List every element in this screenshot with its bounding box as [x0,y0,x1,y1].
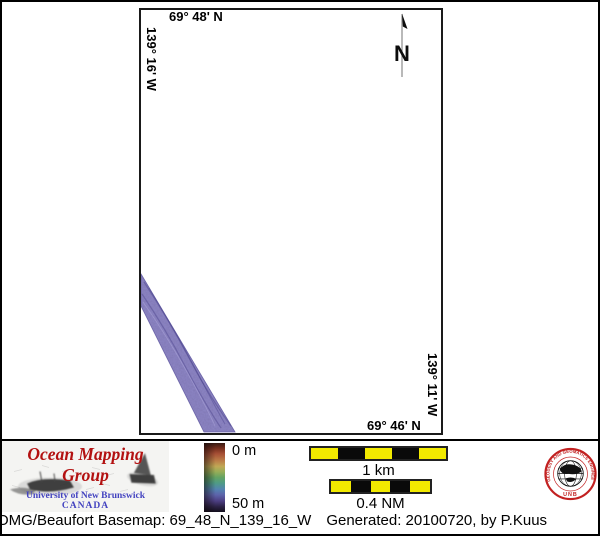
scalebar-nm-label: 0.4 NM [356,495,405,512]
scalebar-segment [338,448,365,459]
caption-generated-text: Generated: 20100720, by P.Kuus [326,512,548,529]
bathymetry-swath [141,273,236,433]
globe-icon [557,460,584,487]
logo-country: CANADA [61,501,110,511]
scalebar-segment [390,481,411,492]
omg-logo: Ocean Mapping Group University of New Br… [2,441,169,512]
scalebar-segment [410,481,430,492]
map-canvas: N [141,13,410,433]
scalebar-segment [370,481,391,492]
unb-geodesy-seal-icon: GEODESY AND GEOMATICS ENGINEERING UNB [543,445,597,501]
coord-label-right-longitude: 139° 11' W [425,353,440,417]
logo-title: Ocean Mapping Group [27,444,144,485]
depth-max-label: 50 m [232,496,265,512]
scalebar-nm [329,479,432,494]
logo-subtitle: University of New Brunswick [25,491,145,501]
depth-colorbar [204,443,225,512]
coord-label-bottom-latitude: 69° 46' N [367,418,421,433]
caption-basemap-text: OMG/Beaufort Basemap: 69_48_N_139_16_W [0,512,312,529]
scalebar-segment [419,448,446,459]
north-arrow-label: N [394,41,410,66]
scalebar-segment [365,448,392,459]
scalebar-segment [350,481,371,492]
footer-divider [2,439,598,441]
scalebar-segment [311,448,338,459]
caption-row: OMG/Beaufort Basemap: 69_48_N_139_16_W G… [0,512,570,529]
scalebar-km [309,446,448,461]
ship-sketch-icon [10,453,159,496]
coord-label-top-latitude: 69° 48' N [169,9,223,24]
seal-unb-text: UNB [563,492,578,498]
coord-label-left-longitude: 139° 16' W [144,27,159,91]
scalebar-km-label: 1 km [362,462,395,479]
scalebar-segment [392,448,419,459]
north-arrow-icon: N [394,13,410,77]
scalebar-segment [331,481,351,492]
depth-min-label: 0 m [232,443,257,459]
map-frame: N [139,8,443,435]
